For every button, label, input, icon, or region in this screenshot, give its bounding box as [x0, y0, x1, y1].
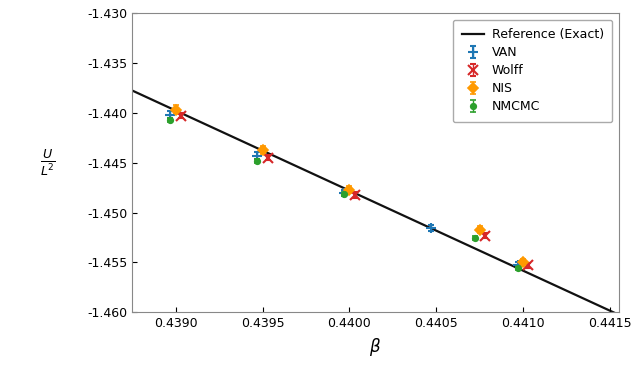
Legend: Reference (Exact), VAN, Wolff, NIS, NMCMC: Reference (Exact), VAN, Wolff, NIS, NMCM…: [453, 20, 612, 122]
X-axis label: $\beta$: $\beta$: [369, 336, 381, 358]
Y-axis label: $\frac{U}{L^2}$: $\frac{U}{L^2}$: [40, 148, 56, 178]
